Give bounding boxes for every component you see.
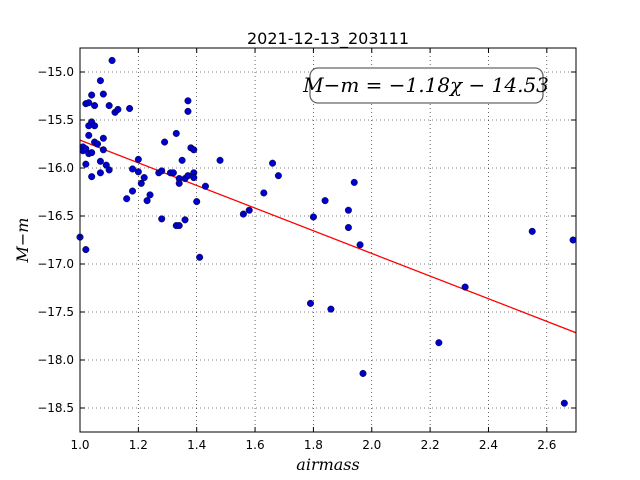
- data-point: [126, 104, 134, 112]
- data-point: [158, 167, 166, 175]
- x-tick-label: 2.0: [362, 438, 381, 452]
- data-point: [105, 166, 113, 174]
- data-point: [181, 216, 189, 224]
- x-tick-label: 1.6: [246, 438, 265, 452]
- data-point: [82, 246, 90, 254]
- data-point: [172, 129, 180, 137]
- data-point: [175, 179, 183, 187]
- x-tick-label: 2.6: [537, 438, 556, 452]
- data-point: [359, 369, 367, 377]
- fit-line-group: [79, 139, 577, 334]
- data-point: [560, 399, 568, 407]
- data-point: [99, 134, 107, 142]
- data-point: [129, 165, 137, 173]
- y-ticks: −15.0 −15.5 −16.0 −16.5 −17.0 −17.5 −18.0 −18.5: [37, 65, 576, 415]
- data-point: [201, 182, 209, 190]
- data-point: [88, 173, 96, 181]
- y-tick-label: −16.0: [37, 161, 74, 175]
- data-point: [193, 198, 201, 206]
- data-point: [88, 149, 96, 157]
- data-point: [134, 168, 142, 176]
- data-point: [196, 253, 204, 261]
- x-tick-label: 2.2: [421, 438, 440, 452]
- data-point: [178, 156, 186, 164]
- fit-line: [79, 139, 577, 334]
- x-axis-label: airmass: [296, 455, 359, 474]
- data-point: [184, 172, 192, 180]
- data-point: [216, 156, 224, 164]
- data-point: [143, 197, 151, 205]
- data-point: [88, 91, 96, 99]
- data-point: [169, 169, 177, 177]
- data-point: [134, 155, 142, 163]
- data-point: [91, 102, 99, 110]
- grid: [80, 48, 576, 432]
- data-point: [99, 146, 107, 154]
- data-point: [161, 138, 169, 146]
- data-point: [184, 97, 192, 105]
- data-point: [91, 122, 99, 130]
- chart-title: 2021-12-13_203111: [247, 29, 409, 49]
- data-point: [85, 99, 93, 107]
- y-tick-label: −17.5: [37, 305, 74, 319]
- data-point: [344, 206, 352, 214]
- data-point: [356, 241, 364, 249]
- y-tick-label: −17.0: [37, 257, 74, 271]
- y-tick-label: −18.0: [37, 353, 74, 367]
- x-tick-label: 1.2: [129, 438, 148, 452]
- data-point: [108, 56, 116, 64]
- data-point: [306, 299, 314, 307]
- y-tick-label: −16.5: [37, 209, 74, 223]
- data-point: [114, 105, 122, 113]
- data-point: [190, 174, 198, 182]
- data-point: [105, 102, 113, 110]
- data-point: [528, 227, 536, 235]
- data-point: [96, 157, 104, 165]
- data-point: [350, 178, 358, 186]
- data-point: [140, 174, 148, 182]
- data-point: [137, 179, 145, 187]
- data-point: [245, 206, 253, 214]
- y-tick-label: −15.0: [37, 65, 74, 79]
- data-points: [76, 56, 577, 407]
- data-point: [569, 236, 577, 244]
- data-point: [344, 224, 352, 232]
- data-point: [435, 339, 443, 347]
- data-point: [327, 305, 335, 313]
- x-tick-label: 1.4: [187, 438, 206, 452]
- plot-area: [79, 47, 577, 433]
- data-point: [190, 146, 198, 154]
- data-point: [184, 107, 192, 115]
- x-tick-label: 1.8: [304, 438, 323, 452]
- fit-equation: M−m = −1.18χ − 14.53: [302, 73, 549, 97]
- x-tick-label: 1.0: [70, 438, 89, 452]
- data-point: [175, 222, 183, 230]
- data-point: [123, 195, 131, 203]
- fit-equation-box: M−m = −1.18χ − 14.53: [302, 67, 549, 104]
- y-tick-label: −15.5: [37, 113, 74, 127]
- data-point: [85, 131, 93, 139]
- data-point: [461, 283, 469, 291]
- y-tick-label: −18.5: [37, 401, 74, 415]
- data-point: [94, 140, 102, 148]
- data-point: [269, 159, 277, 167]
- data-point: [239, 210, 247, 218]
- data-point: [321, 197, 329, 205]
- data-point: [158, 215, 166, 223]
- data-point: [129, 187, 137, 195]
- data-point: [274, 172, 282, 180]
- x-tick-label: 2.4: [479, 438, 498, 452]
- x-ticks: 1.0 1.2 1.4 1.6 1.8 2.0 2.2 2.4 2.6: [70, 48, 556, 452]
- data-point: [82, 160, 90, 168]
- data-point: [96, 77, 104, 85]
- data-point: [146, 191, 154, 199]
- data-point: [309, 213, 317, 221]
- data-point: [99, 90, 107, 98]
- y-axis-label: M−m: [13, 218, 32, 264]
- data-point: [260, 189, 268, 197]
- data-point: [96, 169, 104, 177]
